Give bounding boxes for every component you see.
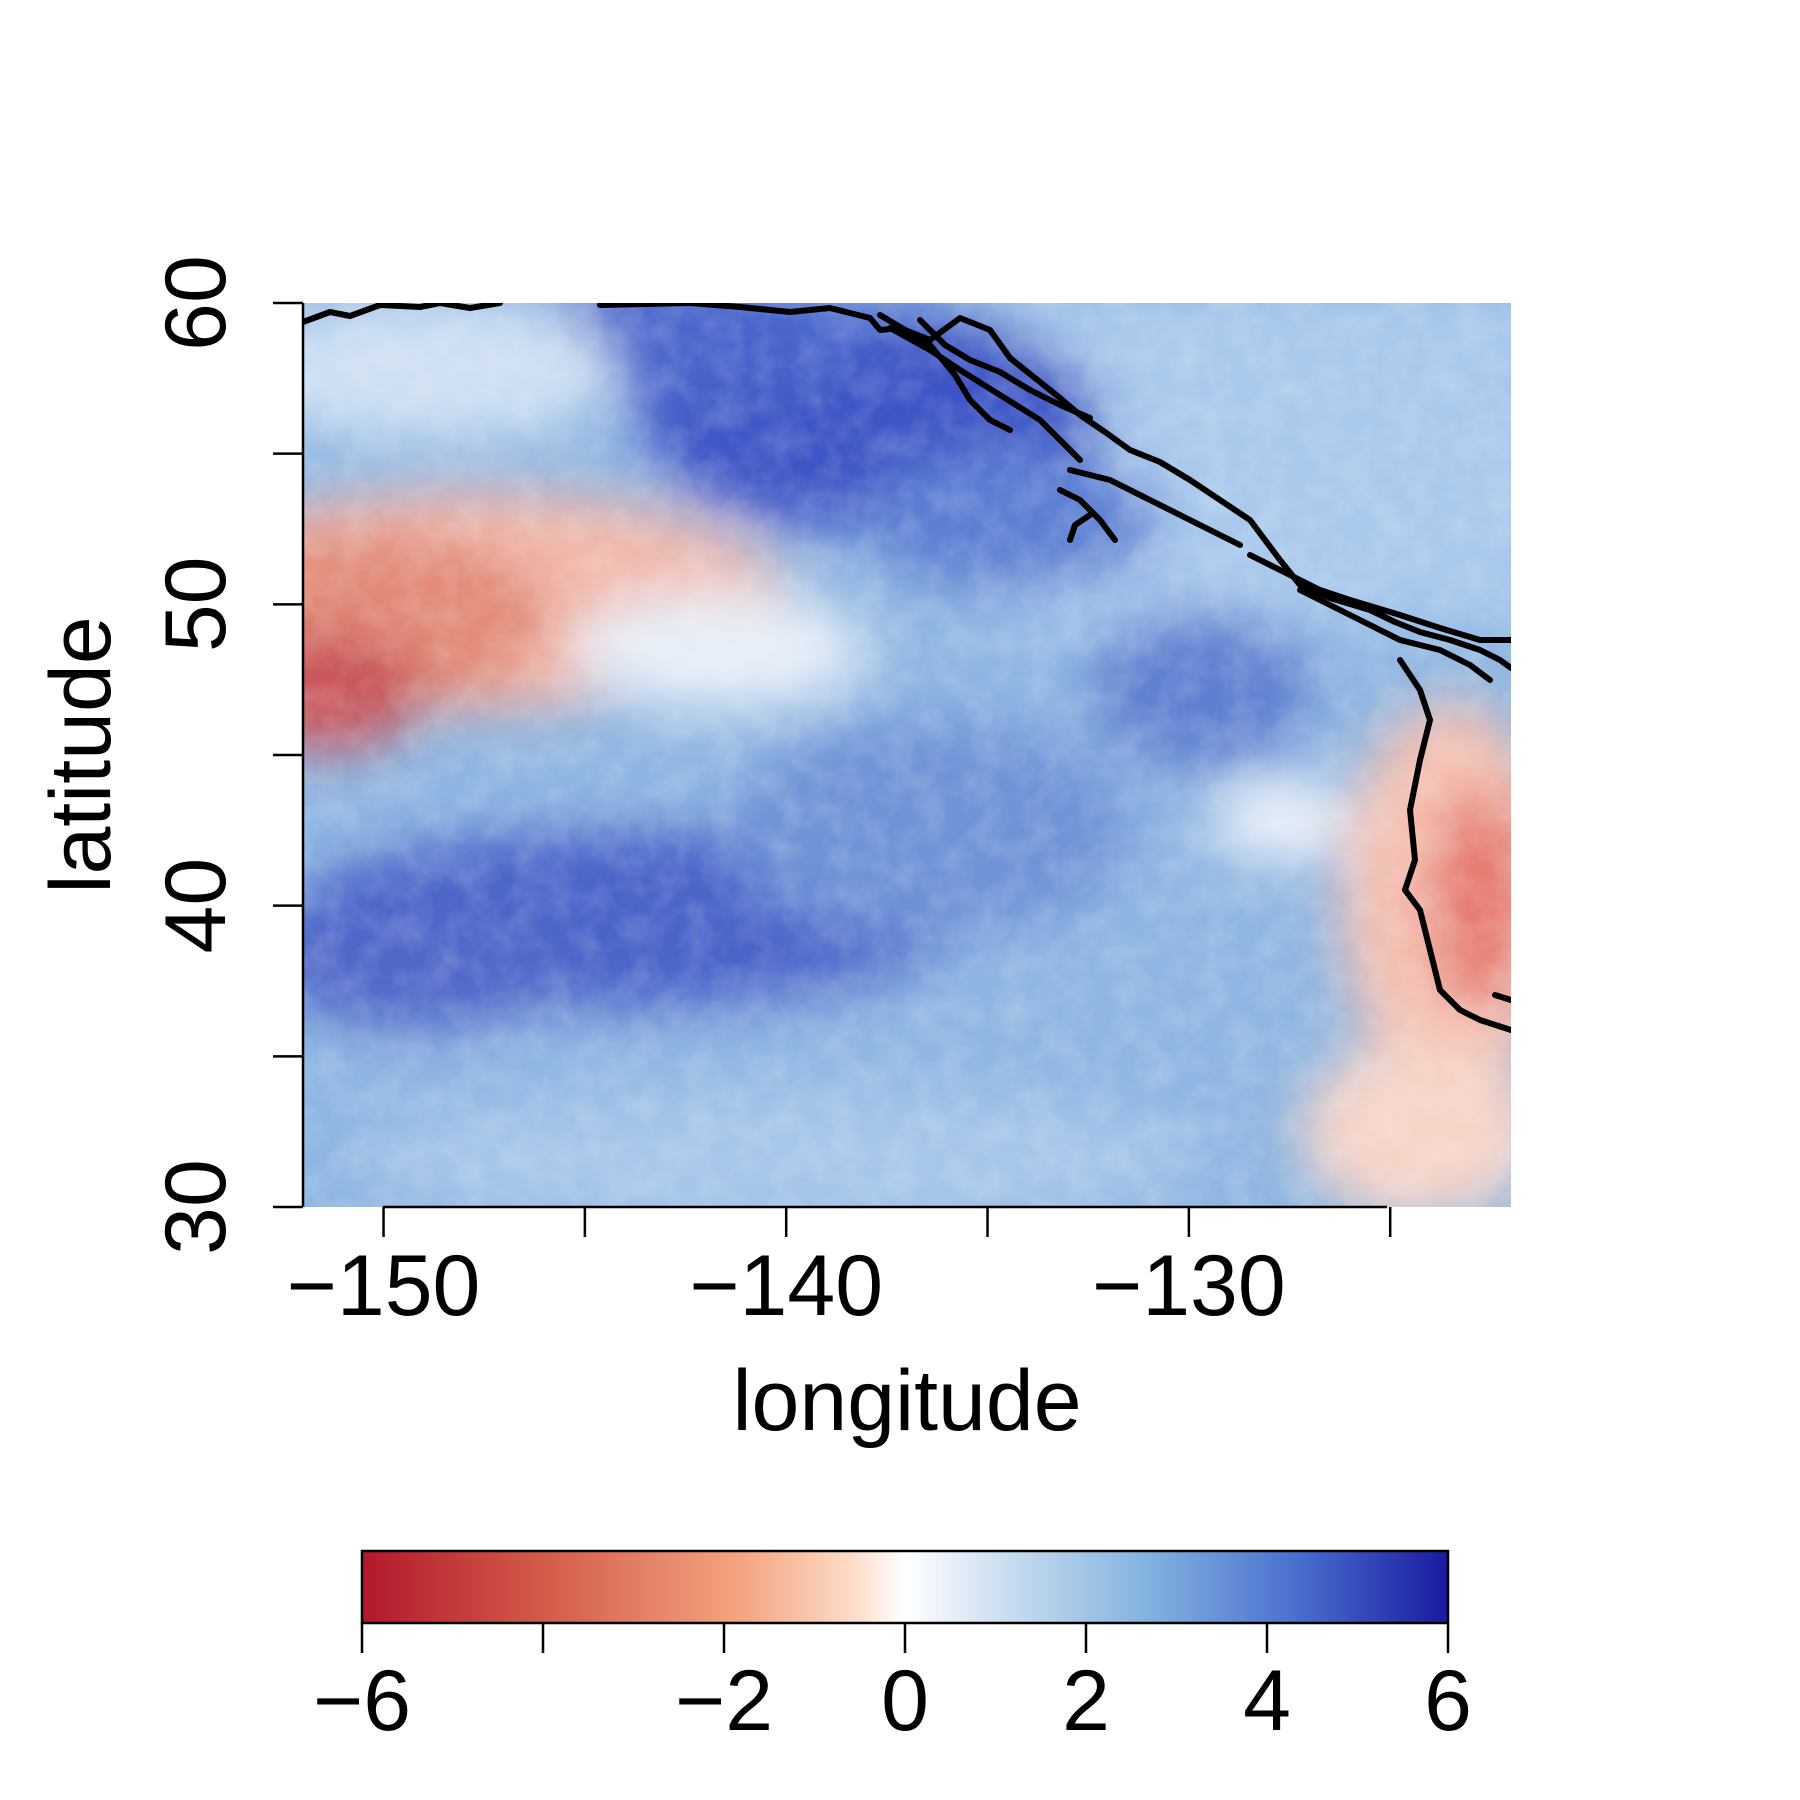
x-tick-label: −140: [689, 1238, 883, 1334]
y-tick-label: 30: [148, 1159, 244, 1255]
colorbar-gradient: [360, 1549, 1450, 1625]
colorbar-tick-label: −6: [313, 1653, 411, 1749]
x-ticks: −150 −140 −130: [287, 1207, 1392, 1334]
coastline-segment: [597, 303, 1511, 671]
y-tick-label: 60: [148, 255, 244, 351]
colorbar: −6 −2 0 2 4 6: [313, 1549, 1472, 1749]
colorbar-ticks: −6 −2 0 2 4 6: [313, 1623, 1472, 1749]
coastline-segment: [1057, 487, 1118, 543]
coastline-segment: [877, 312, 1013, 433]
y-ticks: 30 40 50 60: [148, 255, 303, 1255]
colorbar-tick-label: 0: [881, 1653, 929, 1749]
x-tick-label: −150: [287, 1238, 481, 1334]
coastline-segment: [1067, 467, 1243, 548]
coastline-segment: [1297, 587, 1493, 683]
x-tick-label: −130: [1092, 1238, 1286, 1334]
field-layer: [303, 303, 1511, 1207]
colorbar-tick-label: 4: [1243, 1653, 1291, 1749]
colorbar-tick-label: −2: [675, 1653, 773, 1749]
y-tick-label: 50: [148, 556, 244, 652]
y-axis-label: latitude: [33, 616, 129, 893]
coastline-segment: [303, 303, 503, 325]
coastline-segment: [917, 317, 1093, 421]
colorbar-tick-label: 2: [1062, 1653, 1110, 1749]
coastline-segment: [1247, 552, 1511, 643]
coastline: [303, 303, 1511, 1033]
coastline-segment: [1492, 992, 1511, 1003]
field-texture: [303, 303, 1511, 1207]
coastline-segment: [887, 325, 1083, 463]
coastline-segment: [1067, 512, 1093, 543]
x-axis-label: longitude: [732, 1353, 1081, 1449]
colorbar-tick-label: 6: [1424, 1653, 1472, 1749]
coastline-segment: [1397, 657, 1511, 1033]
y-tick-label: 40: [148, 858, 244, 954]
